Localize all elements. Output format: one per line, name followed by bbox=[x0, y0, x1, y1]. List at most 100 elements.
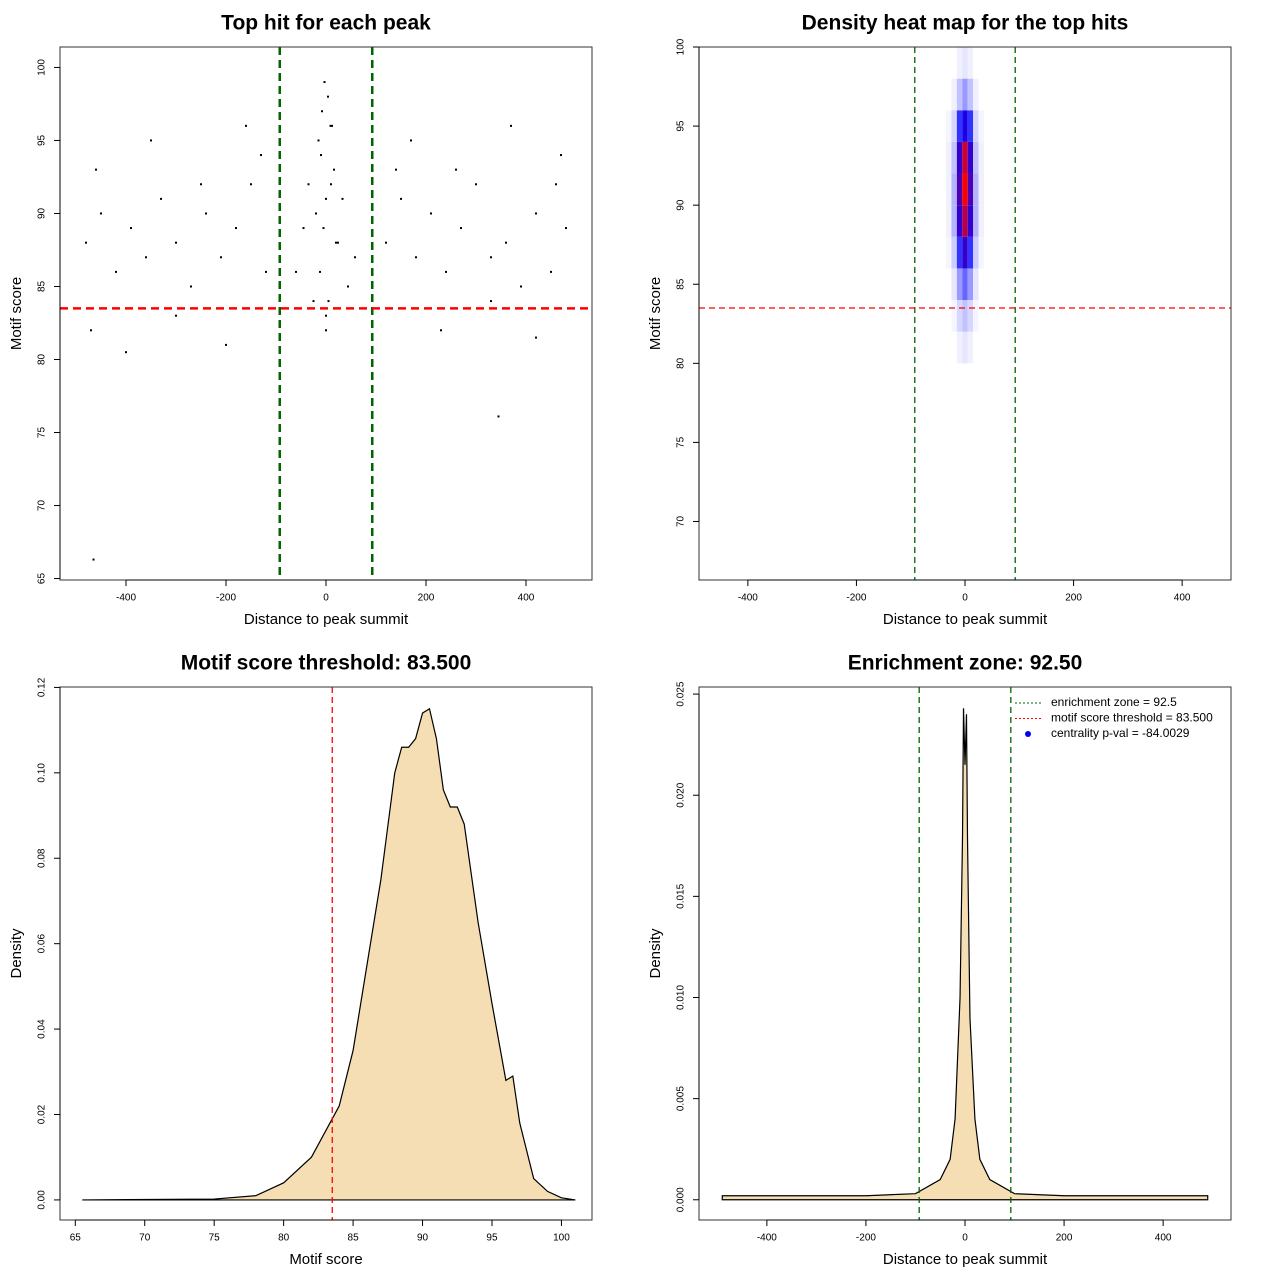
point bbox=[125, 351, 127, 354]
x-tick-label: 100 bbox=[553, 1233, 570, 1244]
heat-cell bbox=[967, 205, 974, 237]
heat-cell bbox=[962, 110, 968, 142]
x-tick-label: 80 bbox=[278, 1233, 290, 1244]
point bbox=[325, 197, 327, 200]
heat-cell bbox=[973, 78, 979, 111]
heat-cell bbox=[973, 331, 979, 364]
point bbox=[325, 314, 327, 317]
heat-cell bbox=[973, 236, 979, 269]
y-tick-label: 0.08 bbox=[37, 848, 48, 868]
heat-cell bbox=[973, 205, 979, 237]
x-axis-label: Motif score bbox=[289, 1251, 362, 1268]
plot-area bbox=[699, 47, 1231, 580]
heat-cell bbox=[951, 78, 957, 111]
y-tick-label: 90 bbox=[37, 207, 48, 219]
panel: -400 -200 0 200 400 65 70 75 80 85 90 95 100 Top hit … bbox=[8, 12, 593, 628]
heat-cell bbox=[946, 47, 952, 79]
point bbox=[92, 558, 95, 561]
point bbox=[323, 81, 326, 84]
point bbox=[321, 110, 323, 113]
point bbox=[560, 154, 562, 157]
plot-frame bbox=[59, 46, 593, 581]
heat-cell bbox=[973, 173, 979, 206]
heat-cell bbox=[946, 236, 952, 269]
y-tick-label: 0.06 bbox=[37, 934, 48, 954]
point bbox=[341, 197, 344, 200]
point bbox=[190, 285, 192, 288]
x-axis-label: Distance to peak summit bbox=[883, 611, 1048, 628]
heat-cell bbox=[973, 110, 979, 142]
heat-cell bbox=[946, 300, 952, 332]
point bbox=[200, 183, 202, 186]
heat-cell bbox=[967, 173, 974, 206]
panel: -400 -200 0 200 400 0.000 0.005 0.010 0.015 0.020… bbox=[647, 652, 1232, 1268]
point bbox=[205, 212, 207, 215]
heat-cell bbox=[962, 173, 968, 206]
heat-cell bbox=[962, 141, 968, 174]
point bbox=[337, 241, 339, 244]
heat-cell bbox=[967, 331, 974, 364]
x-tick-label: -200 bbox=[216, 593, 236, 604]
point bbox=[331, 124, 333, 127]
point bbox=[312, 300, 315, 303]
heat-cell bbox=[951, 173, 957, 206]
heat-cell bbox=[973, 47, 979, 79]
y-tick-label: 0.10 bbox=[37, 763, 48, 783]
heat-cell bbox=[962, 300, 968, 332]
y-tick-label: 0.020 bbox=[676, 782, 687, 807]
point bbox=[333, 168, 335, 171]
y-tick-label: 0.02 bbox=[37, 1104, 48, 1124]
x-tick-label: 400 bbox=[1155, 1233, 1172, 1244]
point bbox=[327, 300, 330, 303]
density-area bbox=[82, 707, 576, 1201]
point bbox=[175, 314, 177, 317]
heat-cell bbox=[946, 268, 952, 301]
heat-cell bbox=[978, 236, 984, 269]
point bbox=[460, 227, 462, 230]
y-tick-label: 0.000 bbox=[676, 1187, 687, 1212]
y-tick-label: 75 bbox=[37, 427, 48, 439]
y-tick-label: 65 bbox=[37, 573, 48, 585]
heat-cell bbox=[946, 110, 952, 142]
point bbox=[95, 168, 97, 171]
y-tick-label: 0.12 bbox=[37, 677, 48, 697]
point bbox=[235, 227, 237, 230]
legend-label: centrality p-val = -84.0029 bbox=[1051, 726, 1190, 740]
x-tick-label: -400 bbox=[757, 1233, 777, 1244]
x-axis-label: Distance to peak summit bbox=[883, 1251, 1048, 1268]
point bbox=[160, 197, 162, 200]
point bbox=[325, 329, 327, 332]
point bbox=[322, 227, 325, 230]
heat-cell bbox=[946, 331, 952, 364]
y-tick-label: 100 bbox=[676, 38, 687, 55]
heat-cell bbox=[951, 300, 957, 332]
x-tick-label: 400 bbox=[518, 593, 535, 604]
heat-cell bbox=[967, 47, 974, 79]
point bbox=[295, 270, 297, 273]
y-axis-label: Density bbox=[647, 928, 664, 979]
heat-cell bbox=[967, 78, 974, 111]
heat-cell bbox=[956, 268, 963, 301]
point bbox=[245, 124, 247, 127]
point bbox=[100, 212, 102, 215]
point bbox=[315, 212, 317, 215]
heat-cell bbox=[962, 47, 968, 79]
x-tick-label: 0 bbox=[962, 1233, 968, 1244]
y-tick-label: 80 bbox=[676, 357, 687, 369]
chart-title: Density heat map for the top hits bbox=[802, 12, 1129, 35]
heat-cell bbox=[951, 268, 957, 301]
heat-cell bbox=[978, 205, 984, 237]
heat-cell bbox=[978, 268, 984, 301]
point bbox=[455, 168, 457, 171]
y-tick-label: 95 bbox=[37, 134, 48, 146]
point bbox=[327, 95, 329, 98]
heat-cell bbox=[967, 110, 974, 142]
point bbox=[490, 256, 492, 259]
point bbox=[445, 270, 447, 273]
heat-cell bbox=[951, 236, 957, 269]
heat-cell bbox=[978, 300, 984, 332]
point bbox=[395, 168, 397, 171]
point bbox=[115, 270, 117, 273]
point bbox=[497, 415, 500, 418]
heat-cell bbox=[962, 78, 968, 111]
